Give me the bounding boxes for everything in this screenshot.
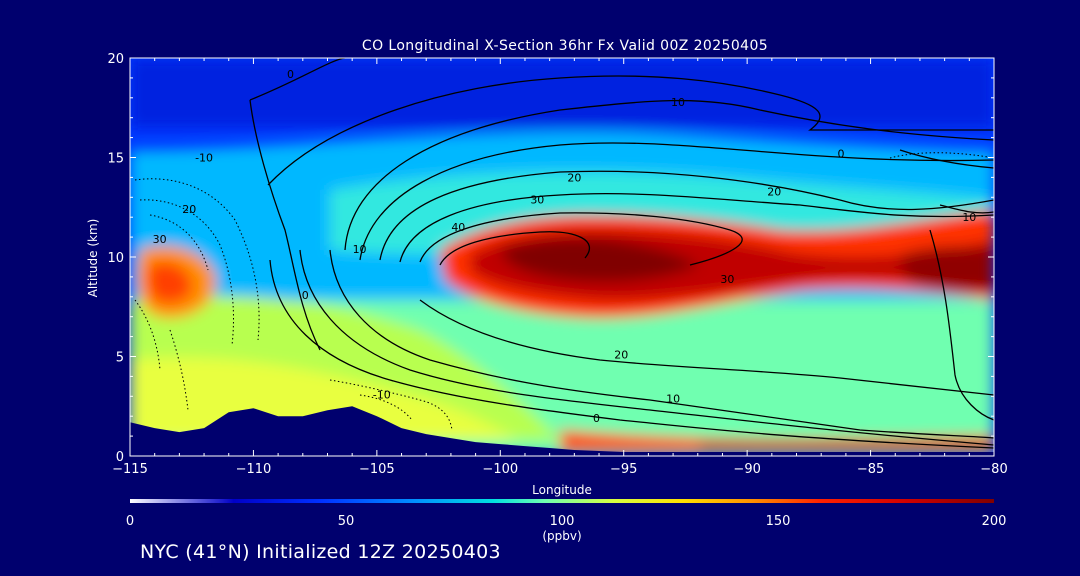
- x-axis-label: Longitude: [532, 483, 592, 497]
- x-tick-label: −105: [359, 462, 395, 477]
- x-tick-label: −95: [610, 462, 637, 477]
- contour-label: 20: [767, 185, 781, 198]
- contour-label: 20: [182, 203, 196, 216]
- chart-title: CO Longitudinal X-Section 36hr Fx Valid …: [362, 38, 768, 54]
- x-tick-label: −110: [236, 462, 272, 477]
- colorbar-tick-label: 0: [126, 514, 134, 529]
- colorbar-tick-label: 150: [766, 514, 791, 529]
- y-tick-label: 5: [116, 351, 124, 366]
- x-tick-label: −100: [482, 462, 518, 477]
- colorbar-tick-label: 200: [982, 514, 1007, 529]
- contour-label: -10: [195, 151, 213, 164]
- x-tick-label: −115: [112, 462, 148, 477]
- co-concentration-field: [130, 58, 994, 456]
- contour-label: 0: [287, 68, 294, 81]
- contour-label: 10: [666, 392, 680, 405]
- x-tick-label: −80: [980, 462, 1007, 477]
- y-tick-label: 10: [107, 251, 124, 266]
- y-tick-label: 20: [107, 52, 124, 67]
- contour-label: 10: [671, 96, 685, 109]
- colorbar-tick-label: 100: [550, 514, 575, 529]
- contour-label: 40: [451, 221, 465, 234]
- contour-label: 20: [567, 171, 581, 184]
- contour-label: 10: [353, 243, 367, 256]
- contour-lines: [249, 58, 994, 449]
- contour-label: -10: [373, 388, 391, 401]
- footer-caption: NYC (41°N) Initialized 12Z 20250403: [140, 541, 501, 563]
- contour-label: 0: [593, 412, 600, 425]
- y-axis-label: Altitude (km): [86, 219, 100, 298]
- terrain-mask: [130, 406, 994, 456]
- contour-labels: 0 10 -10 20 30 40 30 20 20 10 0 0 10 30 20 10 0 -10: [153, 68, 977, 425]
- y-axis: 0 5 10 15 20: [107, 52, 994, 465]
- y-tick-label: 0: [116, 450, 124, 465]
- negative-contour-lines: [134, 152, 994, 431]
- contour-label: 10: [962, 211, 976, 224]
- colorbar-unit-label: (ppbv): [542, 529, 581, 543]
- x-tick-label: −85: [857, 462, 884, 477]
- x-tick-label: −90: [733, 462, 760, 477]
- contour-label: 20: [614, 348, 628, 361]
- x-axis: −115 −110 −105 −100 −95 −90 −85 −80: [112, 58, 1008, 477]
- colorbar-tick-label: 50: [338, 514, 355, 529]
- contour-label: 0: [837, 148, 844, 161]
- colorbar-ticks: 0 50 100 150 200: [126, 514, 1007, 529]
- contour-label: 30: [153, 233, 167, 246]
- colorbar: [130, 499, 994, 503]
- contour-label: 0: [302, 289, 309, 302]
- contour-label: 30: [530, 193, 544, 206]
- y-tick-label: 15: [107, 152, 124, 167]
- contour-label: 30: [720, 273, 734, 286]
